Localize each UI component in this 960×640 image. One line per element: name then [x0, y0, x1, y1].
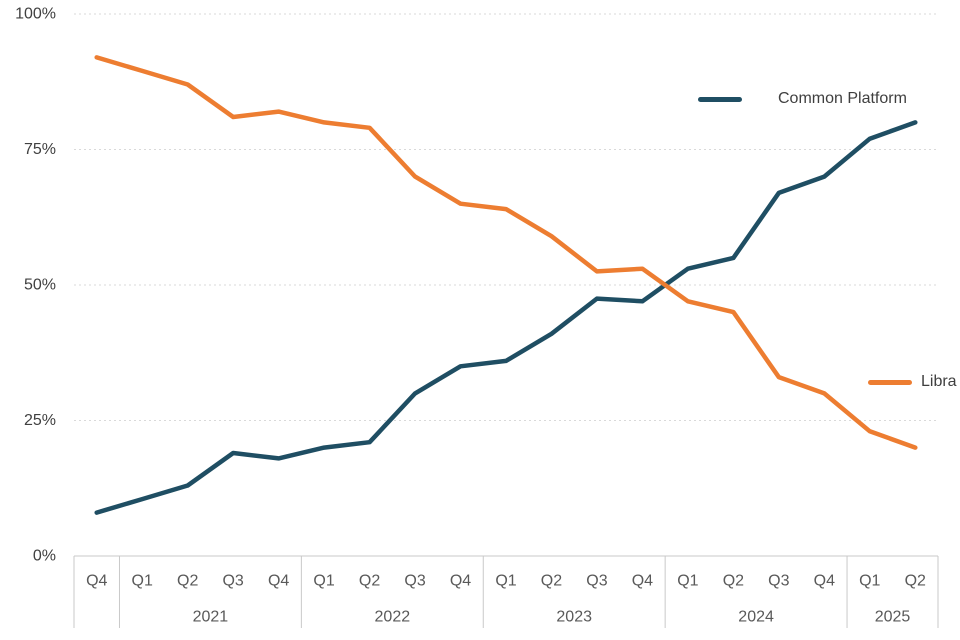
x-quarter-label: Q4 [268, 573, 289, 590]
legend-item-libra: Libra [868, 373, 957, 391]
common-platform-line-swatch-icon [698, 96, 742, 102]
x-quarter-label: Q2 [177, 573, 198, 590]
x-quarter-label: Q3 [404, 573, 425, 590]
x-quarter-label: Q2 [723, 573, 744, 590]
x-year-label-2023: 2023 [556, 609, 592, 626]
libra-line-swatch-icon [868, 379, 912, 385]
y-tick-label-75: 75% [24, 141, 56, 158]
x-quarter-label: Q4 [450, 573, 471, 590]
x-quarter-label: Q4 [632, 573, 653, 590]
x-quarter-label: Q1 [313, 573, 334, 590]
x-quarter-label: Q1 [495, 573, 516, 590]
x-quarter-label: Q1 [677, 573, 698, 590]
y-tick-label-0: 0% [33, 548, 56, 565]
x-quarter-label: Q4 [814, 573, 835, 590]
x-quarter-label: Q3 [768, 573, 789, 590]
x-quarter-label: Q2 [359, 573, 380, 590]
series-line-common-platform [94, 120, 918, 515]
y-tick-label-50: 50% [24, 277, 56, 294]
x-year-label-2025: 2025 [875, 609, 911, 626]
x-quarter-label: Q1 [132, 573, 153, 590]
x-year-label-2021: 2021 [193, 609, 229, 626]
x-year-label-2022: 2022 [375, 609, 411, 626]
series-line-libra [94, 55, 918, 450]
x-quarter-label: Q3 [586, 573, 607, 590]
x-quarter-label: Q1 [859, 573, 880, 590]
y-tick-label-100: 100% [15, 6, 56, 23]
legend-label-common-platform: Common Platform [778, 90, 907, 107]
y-tick-label-25: 25% [24, 412, 56, 429]
legend-item-common-platform: Common Platform [698, 90, 907, 108]
x-quarter-label: Q2 [905, 573, 926, 590]
legend-label-libra: Libra [921, 373, 957, 390]
x-quarter-label: Q2 [541, 573, 562, 590]
x-quarter-label: Q4 [86, 573, 107, 590]
x-year-label-2024: 2024 [738, 609, 774, 626]
x-quarter-label: Q3 [222, 573, 243, 590]
